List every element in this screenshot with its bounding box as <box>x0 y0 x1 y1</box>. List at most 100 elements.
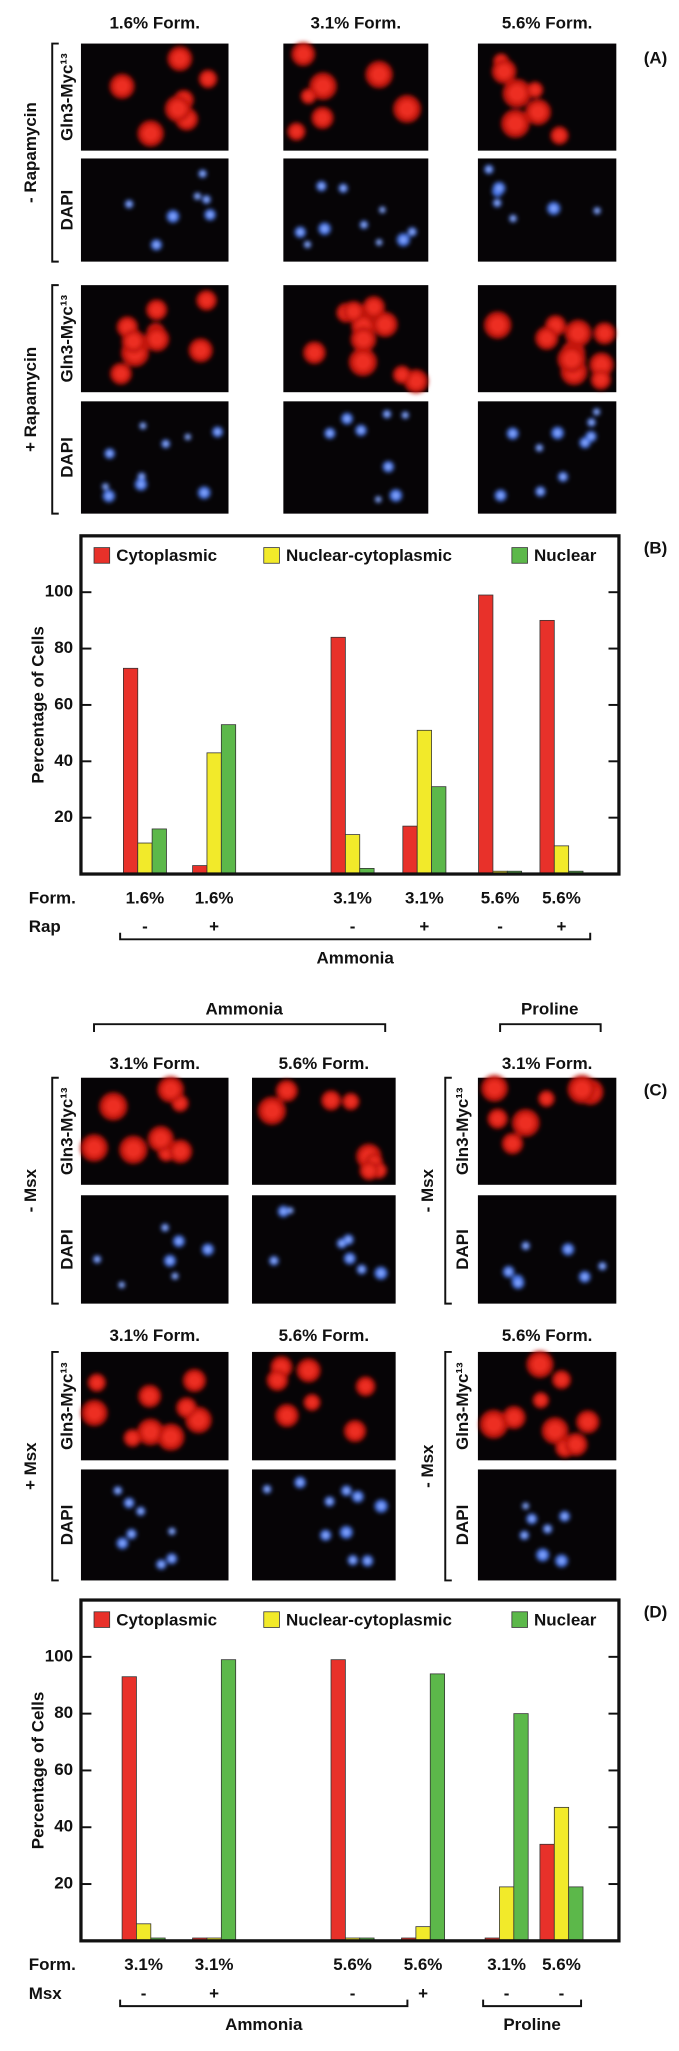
bracket <box>119 1999 409 2008</box>
cell-core <box>489 316 506 334</box>
micrograph <box>477 1469 617 1581</box>
cells <box>110 290 217 385</box>
nucleus-core <box>154 242 159 247</box>
legend-swatch <box>93 547 111 564</box>
cell-core <box>85 1139 103 1157</box>
bar <box>330 636 346 875</box>
panel-label: (A) <box>644 49 668 68</box>
nucleus-core <box>506 1269 511 1274</box>
column-header: 5.6% Form. <box>279 1054 370 1073</box>
cell-core <box>270 1373 284 1387</box>
cell-core <box>280 1084 294 1098</box>
nucleus-core <box>129 1532 134 1536</box>
cells <box>257 1079 388 1181</box>
nucleus-core <box>95 1257 100 1262</box>
nucleus-core <box>339 1241 344 1246</box>
cell-core <box>363 1164 376 1177</box>
cell-core <box>202 73 214 85</box>
row-label: Gln3-Myc¹³ <box>57 1362 76 1450</box>
row-label: DAPI <box>453 1229 472 1270</box>
legend-label: Nuclear <box>534 546 597 565</box>
micrograph <box>252 1351 396 1461</box>
nucleus-core <box>380 207 385 212</box>
panel-label: (D) <box>644 1603 668 1622</box>
bracket <box>444 1350 452 1582</box>
cells <box>484 311 616 390</box>
cell-core <box>359 1380 372 1393</box>
cells <box>324 409 409 503</box>
cell-core <box>539 331 554 346</box>
nucleus-core <box>138 1509 143 1514</box>
nucleus-core <box>583 440 587 445</box>
nucleus-core <box>107 451 112 456</box>
nucleus-core <box>288 1208 293 1213</box>
cell-core <box>306 1397 318 1408</box>
cell-core <box>408 374 424 389</box>
cell-core <box>172 51 188 67</box>
cell-core <box>296 47 311 62</box>
nucleus-core <box>163 441 168 446</box>
cell-core <box>162 1428 179 1446</box>
legend-swatch <box>263 1611 280 1628</box>
cell-core <box>345 1096 356 1107</box>
cells <box>303 296 429 394</box>
nucleus-core <box>537 445 542 450</box>
micrograph <box>477 285 617 393</box>
nucleus-core <box>497 186 502 191</box>
treatment-sign: - <box>559 1984 565 2003</box>
cell-core <box>303 91 314 101</box>
nucleus-core <box>359 1267 364 1272</box>
legend-swatch <box>263 547 280 564</box>
bracket <box>444 1076 452 1305</box>
cell-core <box>149 331 165 347</box>
micrograph <box>80 1469 229 1581</box>
cell-core <box>554 130 565 141</box>
column-header: 1.6% Form. <box>109 13 200 32</box>
x-tick-label: 5.6% <box>481 888 520 907</box>
nucleus-core <box>401 237 406 242</box>
cell-core <box>573 1080 591 1098</box>
column-header: 5.6% Form. <box>502 1326 593 1345</box>
nucleus-core <box>327 1499 332 1504</box>
y-tick-label: 40 <box>54 751 73 770</box>
nucleus-core <box>271 1258 276 1263</box>
nucleus-core <box>559 1558 564 1563</box>
nucleus-core <box>486 167 491 172</box>
micrograph-bg <box>252 1469 396 1581</box>
cell-core <box>570 325 587 342</box>
cell-core <box>114 78 130 94</box>
micrograph <box>477 1074 617 1185</box>
bracket-label: Proline <box>503 2015 561 2034</box>
nucleus-core <box>379 1504 384 1509</box>
treatment-sign: - <box>350 917 356 936</box>
nucleus-core <box>200 171 205 176</box>
bar <box>539 1843 555 1942</box>
cell-core <box>200 294 213 307</box>
nucleus-core <box>323 1533 328 1538</box>
nucleus-core <box>410 229 415 234</box>
cell-core <box>594 373 607 386</box>
bar <box>553 845 570 875</box>
cell-core <box>491 1112 504 1125</box>
bracket <box>499 1023 602 1033</box>
cell-core <box>377 316 393 332</box>
group-label: + Msx <box>21 1442 40 1490</box>
row-label: Form. <box>29 1955 76 1974</box>
y-axis-label: Percentage of Cells <box>29 626 48 784</box>
cells <box>269 1205 388 1280</box>
nucleus-core <box>127 202 132 207</box>
cell-core <box>142 1389 157 1403</box>
panel-label: (C) <box>644 1080 668 1099</box>
bar <box>137 842 153 875</box>
nucleus-core <box>589 420 594 425</box>
bar <box>429 1673 446 1942</box>
panel-label: (B) <box>644 538 668 557</box>
nucleus-core <box>347 1256 352 1261</box>
bar <box>136 1923 152 1942</box>
row-label: Form. <box>29 888 76 907</box>
nucleus-core <box>522 1533 527 1538</box>
cell-core <box>354 353 372 371</box>
bar <box>568 1886 584 1942</box>
nucleus-core <box>305 242 310 247</box>
plot-frame <box>79 1598 621 1943</box>
